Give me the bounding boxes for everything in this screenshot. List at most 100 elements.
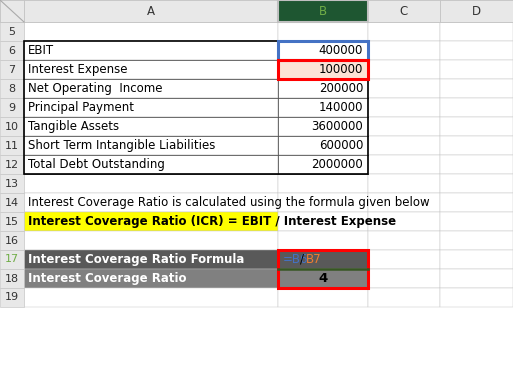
Bar <box>0 174 24 193</box>
Bar <box>368 193 440 212</box>
Bar <box>0 22 24 41</box>
Bar <box>368 212 440 231</box>
Bar <box>278 250 368 288</box>
Bar <box>0 117 24 136</box>
Bar <box>278 60 368 79</box>
Text: B7: B7 <box>306 253 322 266</box>
Bar <box>0 231 24 250</box>
Bar <box>24 79 278 98</box>
Bar <box>278 41 368 60</box>
Text: 3600000: 3600000 <box>311 120 363 133</box>
Text: 10: 10 <box>5 122 19 132</box>
Bar <box>0 155 24 174</box>
Bar <box>24 269 278 288</box>
Bar <box>440 155 513 174</box>
Bar <box>24 250 278 269</box>
Bar <box>0 193 24 212</box>
Text: 11: 11 <box>5 141 19 150</box>
Bar <box>368 155 440 174</box>
Bar <box>440 117 513 136</box>
Bar <box>24 22 278 41</box>
Text: 18: 18 <box>5 273 19 283</box>
Bar <box>368 41 440 60</box>
Text: 19: 19 <box>5 292 19 303</box>
Bar <box>368 136 440 155</box>
Text: 14: 14 <box>5 197 19 208</box>
Bar <box>24 0 278 22</box>
Bar <box>278 212 368 231</box>
Bar <box>278 41 368 60</box>
Bar <box>368 79 440 98</box>
Text: 15: 15 <box>5 217 19 227</box>
Text: 2000000: 2000000 <box>311 158 363 171</box>
Bar <box>24 231 278 250</box>
Bar <box>440 98 513 117</box>
Bar <box>440 269 513 288</box>
Bar <box>440 60 513 79</box>
Bar <box>24 98 278 117</box>
Text: 400000: 400000 <box>319 44 363 57</box>
Bar <box>24 155 278 174</box>
Bar <box>0 41 24 60</box>
Bar <box>440 288 513 307</box>
Text: Interest Coverage Ratio is calculated using the formula given below: Interest Coverage Ratio is calculated us… <box>28 196 429 209</box>
Bar <box>368 22 440 41</box>
Text: Total Debt Outstanding: Total Debt Outstanding <box>28 158 165 171</box>
Bar <box>278 0 368 22</box>
Text: D: D <box>471 4 481 18</box>
Bar <box>278 155 368 174</box>
Bar <box>0 269 24 288</box>
Bar <box>278 269 368 288</box>
Bar <box>440 212 513 231</box>
Bar <box>440 136 513 155</box>
Bar <box>368 269 440 288</box>
Text: 8: 8 <box>8 83 15 94</box>
Bar <box>0 79 24 98</box>
Text: 140000: 140000 <box>319 101 363 114</box>
Text: Tangible Assets: Tangible Assets <box>28 120 119 133</box>
Bar <box>24 136 278 155</box>
Text: Interest Coverage Ratio Formula: Interest Coverage Ratio Formula <box>28 253 244 266</box>
Text: 17: 17 <box>5 254 19 264</box>
Text: =B6: =B6 <box>283 253 308 266</box>
Bar <box>368 117 440 136</box>
Bar <box>440 0 513 22</box>
Bar <box>440 193 513 212</box>
Text: Principal Payment: Principal Payment <box>28 101 134 114</box>
Bar <box>24 60 278 79</box>
Bar <box>24 193 278 212</box>
Text: Net Operating  Income: Net Operating Income <box>28 82 163 95</box>
Bar <box>440 231 513 250</box>
Bar <box>0 212 24 231</box>
Text: A: A <box>147 4 155 18</box>
Text: 4: 4 <box>319 272 328 285</box>
Text: 5: 5 <box>9 27 15 37</box>
Bar <box>278 98 368 117</box>
Bar <box>24 288 278 307</box>
Text: Interest Expense: Interest Expense <box>28 63 128 76</box>
Bar <box>368 0 440 22</box>
Bar <box>24 117 278 136</box>
Text: Interest Coverage Ratio (ICR) = EBIT / Interest Expense: Interest Coverage Ratio (ICR) = EBIT / I… <box>28 215 396 228</box>
Bar <box>368 250 440 269</box>
Bar <box>0 0 513 22</box>
Text: 9: 9 <box>8 102 15 113</box>
Bar <box>278 231 368 250</box>
Bar <box>440 22 513 41</box>
Bar <box>440 79 513 98</box>
Bar <box>368 60 440 79</box>
Bar <box>0 0 24 22</box>
Text: /: / <box>301 253 304 266</box>
Bar <box>368 231 440 250</box>
Bar <box>368 98 440 117</box>
Bar <box>440 41 513 60</box>
Text: 13: 13 <box>5 178 19 188</box>
Bar <box>278 193 368 212</box>
Text: B: B <box>319 4 327 18</box>
Bar <box>278 174 368 193</box>
Bar <box>278 22 368 41</box>
Text: Short Term Intangible Liabilities: Short Term Intangible Liabilities <box>28 139 215 152</box>
Text: C: C <box>400 4 408 18</box>
Bar <box>0 60 24 79</box>
Bar <box>278 117 368 136</box>
